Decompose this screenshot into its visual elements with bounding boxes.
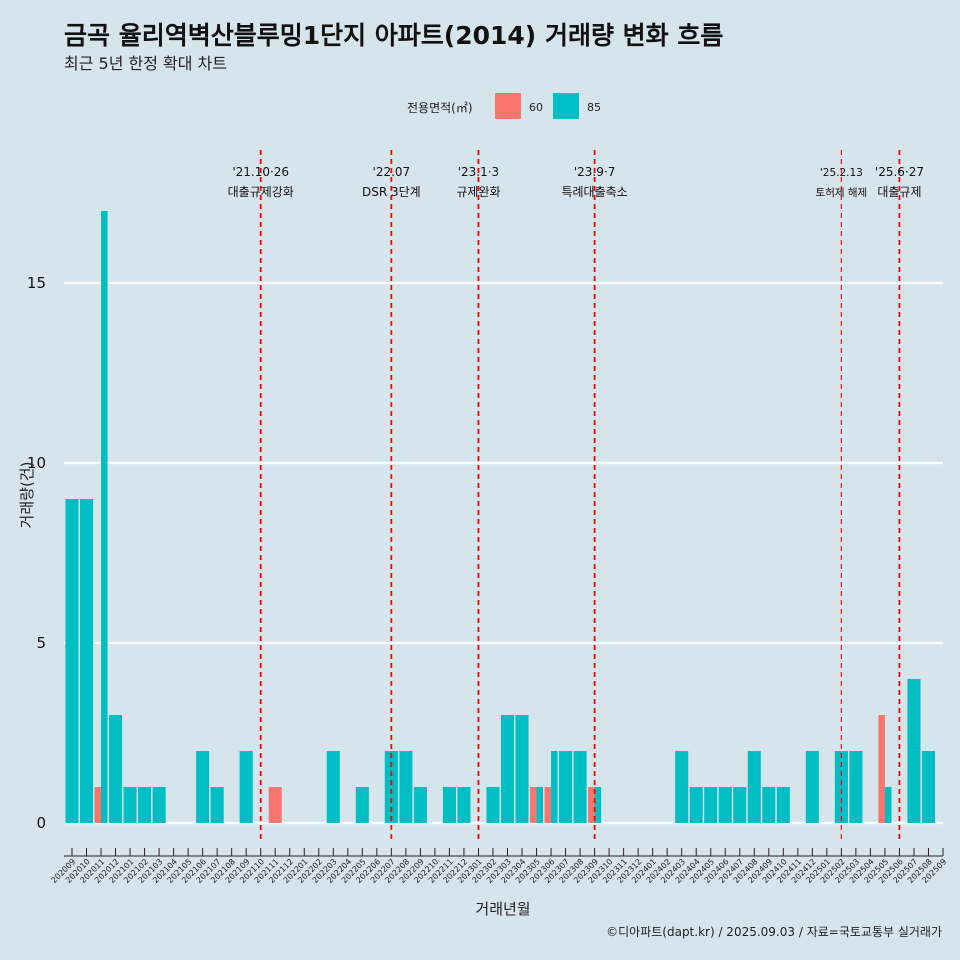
bar-85 — [123, 787, 137, 823]
y-tick-label: 15 — [27, 274, 46, 292]
event-date-label: '25.6·27 — [875, 165, 924, 179]
legend-label-85: 85 — [587, 101, 601, 114]
bar-60 — [588, 787, 595, 823]
bar-85 — [196, 751, 210, 823]
bar-85 — [399, 751, 413, 823]
event-desc-label: 규제완화 — [456, 185, 500, 199]
bar-85 — [384, 751, 398, 823]
bar-85 — [849, 751, 863, 823]
bar-85 — [805, 751, 819, 823]
bar-85 — [907, 679, 921, 823]
event-desc-label: 대출규제 — [877, 185, 921, 199]
bar-85 — [762, 787, 776, 823]
chart-caption: ©디아파트(dapt.kr) / 2025.09.03 / 자료=국토교통부 실… — [606, 925, 942, 939]
bar-60 — [878, 715, 885, 823]
bar-85 — [239, 751, 253, 823]
x-axis: 2020092020102020112020122021012021022021… — [49, 848, 948, 885]
bar-85 — [536, 787, 544, 823]
bar-85 — [326, 751, 340, 823]
event-date-label: '23.9·7 — [574, 165, 615, 179]
bar-85 — [486, 787, 500, 823]
chart-subtitle: 최근 5년 한정 확대 차트 — [64, 54, 227, 73]
bar-85 — [776, 787, 790, 823]
bar-85 — [442, 787, 456, 823]
bars — [65, 211, 936, 823]
legend-swatch-85 — [553, 93, 579, 119]
bar-85 — [138, 787, 152, 823]
bar-85 — [704, 787, 718, 823]
bar-85 — [152, 787, 166, 823]
event-date-label: '22.07 — [373, 165, 411, 179]
event-desc-label: 특례대출축소 — [561, 185, 627, 199]
y-tick-label: 5 — [36, 634, 46, 652]
bar-85 — [594, 787, 602, 823]
bar-85 — [689, 787, 703, 823]
bar-85 — [675, 751, 689, 823]
bar-60 — [529, 787, 537, 823]
bar-85 — [921, 751, 936, 823]
legend-swatch-60 — [495, 93, 521, 119]
bar-85 — [210, 787, 224, 823]
bar-85 — [79, 499, 94, 823]
x-axis-title: 거래년월 — [475, 900, 530, 918]
event-desc-label: DSR 3단계 — [362, 185, 421, 199]
bar-85 — [551, 751, 558, 823]
legend-label-60: 60 — [529, 101, 543, 114]
bar-60 — [94, 787, 102, 823]
bar-85 — [65, 499, 79, 823]
chart-title: 금곡 율리역벽산블루밍1단지 아파트(2014) 거래량 변화 흐름 — [64, 21, 723, 50]
event-date-label: '23.1·3 — [458, 165, 499, 179]
bar-85 — [109, 715, 123, 823]
event-date-label: '21.10·26 — [232, 165, 289, 179]
y-tick-labels: 0 5 10 15 — [27, 274, 46, 832]
bar-85 — [884, 787, 892, 823]
event-desc-label: 대출규제강화 — [228, 185, 294, 199]
y-tick-label: 10 — [27, 454, 46, 472]
bar-85 — [413, 787, 427, 823]
bar-85 — [515, 715, 529, 823]
bar-60 — [544, 787, 552, 823]
event-date-label: '25.2.13 — [820, 167, 863, 179]
event-desc-label: 토허제 해제 — [816, 186, 868, 199]
bar-85 — [559, 751, 573, 823]
y-axis-title: 거래량(건) — [18, 462, 36, 529]
bar-85 — [747, 751, 761, 823]
bar-85 — [733, 787, 747, 823]
bar-85 — [355, 787, 369, 823]
legend: 전용면적(㎡) 60 85 — [407, 93, 601, 119]
bar-85 — [718, 787, 732, 823]
event-markers: '21.10·26 대출규제강화 '22.07 DSR 3단계 '23.1·3 규제완화 '… — [228, 150, 924, 843]
bar-60 — [268, 787, 282, 823]
bar-85 — [573, 751, 587, 823]
bar-85 — [101, 211, 108, 823]
bar-85 — [457, 787, 471, 823]
bar-85 — [834, 751, 848, 823]
legend-title: 전용면적(㎡) — [407, 101, 473, 115]
bar-85 — [500, 715, 515, 823]
y-tick-label: 0 — [36, 814, 46, 832]
